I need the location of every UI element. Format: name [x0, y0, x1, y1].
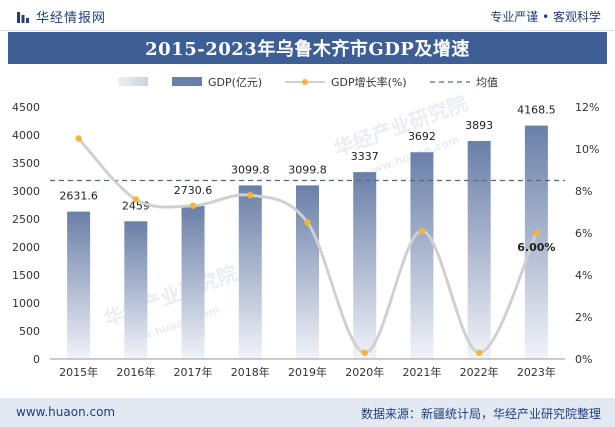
- gdp-bar: [124, 221, 148, 359]
- legend-label-growth: GDP增长率(%): [331, 75, 407, 89]
- y-left-tick-label: 500: [19, 325, 40, 338]
- bar-chart-logo-icon: [17, 11, 29, 23]
- growth-point: [75, 135, 82, 142]
- gdp-bar: [238, 185, 262, 359]
- gdp-value-label: 2631.6: [59, 190, 98, 203]
- y-left-tick-label: 2000: [12, 241, 40, 254]
- gdp-bar: [524, 125, 548, 359]
- y-left-tick-label: 3500: [12, 157, 40, 170]
- x-tick-label: 2021年: [402, 365, 441, 379]
- y-right-tick-label: 12%: [575, 101, 599, 114]
- gdp-value-label: 2730.6: [174, 184, 213, 197]
- legend-label-average: 均值: [476, 76, 498, 89]
- x-tick-label: 2019年: [288, 365, 327, 379]
- y-right-tick-label: 10%: [575, 143, 599, 156]
- y-right-tick-label: 2%: [575, 311, 592, 324]
- y-right-tick-label: 4%: [575, 269, 592, 282]
- y-left-tick-label: 1000: [12, 297, 40, 310]
- gdp-bar: [410, 152, 434, 359]
- y-left-tick-label: 4500: [12, 101, 40, 114]
- y-left-tick-label: 1500: [12, 269, 40, 282]
- gdp-value-label: 3692: [408, 130, 436, 143]
- growth-point: [533, 229, 540, 237]
- chart: GDP(亿元) GDP增长率(%) 均值 0 500 1000 1500 2000 2500 30…: [12, 75, 599, 379]
- growth-line: [77, 137, 538, 355]
- y-right-tick-label: 8%: [575, 185, 592, 198]
- y-left-tick-label: 4000: [12, 129, 40, 142]
- legend-swatch-gdp: [172, 77, 202, 86]
- gdp-bar: [67, 211, 91, 359]
- brand[interactable]: 华经情报网: [16, 7, 106, 26]
- x-tick-label: 2017年: [174, 365, 213, 379]
- growth-point: [132, 196, 140, 203]
- x-tick-label: 2015年: [59, 365, 98, 379]
- x-tick-label: 2020年: [345, 365, 384, 379]
- y-left-tick-label: 3000: [12, 185, 40, 198]
- growth-point: [361, 349, 368, 356]
- growth-point: [189, 202, 197, 209]
- y-left-tick-label: 2500: [12, 213, 40, 226]
- gdp-bar: [181, 206, 205, 359]
- x-tick-label: 2018年: [231, 365, 270, 379]
- title-bar: 2015-2023年乌鲁木齐市GDP及增速: [8, 32, 607, 64]
- y-left-tick-label: 0: [33, 353, 40, 366]
- growth-point: [475, 349, 483, 356]
- legend-label-gdp: GDP(亿元): [208, 76, 262, 89]
- growth-point: [304, 219, 311, 226]
- legend-swatch-blank: [118, 77, 148, 86]
- growth-value-label: 6.00%: [517, 241, 555, 254]
- gdp-value-label: 3893: [465, 119, 493, 132]
- header: 华经情报网 专业严谨 • 客观科学: [0, 0, 615, 31]
- x-tick-label: 2022年: [460, 365, 499, 379]
- footer-site[interactable]: www.huaon.com: [16, 405, 116, 419]
- gdp-bar: [353, 172, 377, 359]
- gdp-bar: [296, 185, 319, 359]
- brand-name: 华经情报网: [36, 11, 107, 26]
- x-tick-label: 2023年: [517, 365, 556, 379]
- data-source: 数据来源：新疆统计局，华经产业研究院整理: [360, 407, 601, 421]
- footer: www.huaon.com 数据来源：新疆统计局，华经产业研究院整理: [0, 398, 615, 427]
- gdp-value-label: 3099.8: [288, 163, 327, 176]
- growth-point: [418, 227, 426, 235]
- y-right-tick-label: 0%: [575, 353, 592, 366]
- growth-point: [247, 192, 254, 199]
- gdp-value-label: 3099.8: [231, 163, 270, 176]
- y-right-tick-label: 6%: [575, 227, 592, 240]
- gdp-value-label: 3337: [351, 150, 379, 163]
- slogan: 专业严谨 • 客观科学: [490, 10, 601, 24]
- legend-swatch-growth-dot: [302, 79, 308, 85]
- gdp-bar: [467, 140, 491, 359]
- gdp-value-label: 4168.5: [517, 104, 556, 117]
- x-tick-label: 2016年: [116, 365, 155, 379]
- chart-title: 2015-2023年乌鲁木齐市GDP及增速: [145, 39, 470, 60]
